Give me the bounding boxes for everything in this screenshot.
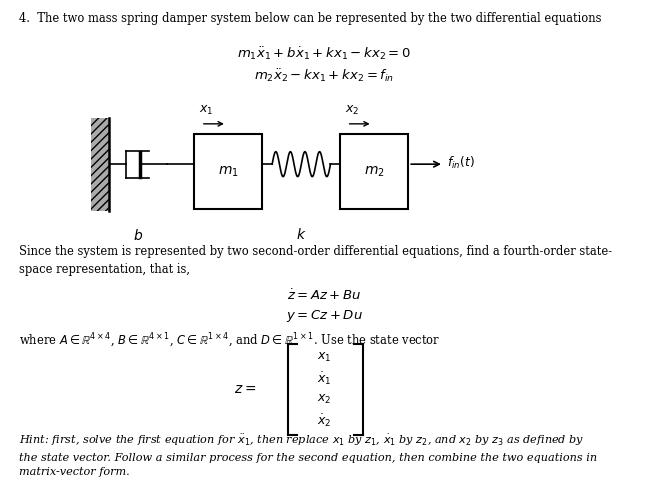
Text: 4.  The two mass spring damper system below can be represented by the two differ: 4. The two mass spring damper system bel… xyxy=(19,12,602,25)
Text: $b$: $b$ xyxy=(133,228,143,243)
Text: $\dot{z} = Az + Bu$: $\dot{z} = Az + Bu$ xyxy=(287,288,361,302)
Bar xyxy=(340,134,408,209)
Text: Hint: first, solve the first equation for $\ddot{x}_1$, then replace $x_1$ by $z: Hint: first, solve the first equation fo… xyxy=(19,433,597,477)
Text: $f_{in}(t)$: $f_{in}(t)$ xyxy=(447,155,475,171)
Text: $k$: $k$ xyxy=(296,227,307,241)
Text: $z = $: $z = $ xyxy=(234,382,256,396)
Text: $m_2\ddot{x}_2 - kx_1 + kx_2 = f_{in}$: $m_2\ddot{x}_2 - kx_1 + kx_2 = f_{in}$ xyxy=(254,67,394,84)
Text: where $A \in \mathbb{R}^{4\times4}$, $B \in \mathbb{R}^{4\times1}$, $C \in \math: where $A \in \mathbb{R}^{4\times4}$, $B … xyxy=(19,332,441,350)
Text: $x_2$: $x_2$ xyxy=(345,104,359,117)
Text: $x_1$: $x_1$ xyxy=(317,351,331,364)
Text: $m_1$: $m_1$ xyxy=(218,164,239,179)
Bar xyxy=(194,134,262,209)
Text: $\dot{x}_1$: $\dot{x}_1$ xyxy=(317,371,331,387)
Text: $m_1\ddot{x}_1 + b\dot{x}_1 + kx_1 - kx_2 = 0$: $m_1\ddot{x}_1 + b\dot{x}_1 + kx_1 - kx_… xyxy=(237,46,411,62)
Bar xyxy=(91,118,109,211)
Text: $y = Cz + Du$: $y = Cz + Du$ xyxy=(286,308,362,324)
Text: $m_2$: $m_2$ xyxy=(364,164,384,179)
Text: $x_2$: $x_2$ xyxy=(317,393,331,407)
Text: $\dot{x}_2$: $\dot{x}_2$ xyxy=(317,413,331,429)
Text: $x_1$: $x_1$ xyxy=(199,104,213,117)
Text: Since the system is represented by two second-order differential equations, find: Since the system is represented by two s… xyxy=(19,245,612,276)
